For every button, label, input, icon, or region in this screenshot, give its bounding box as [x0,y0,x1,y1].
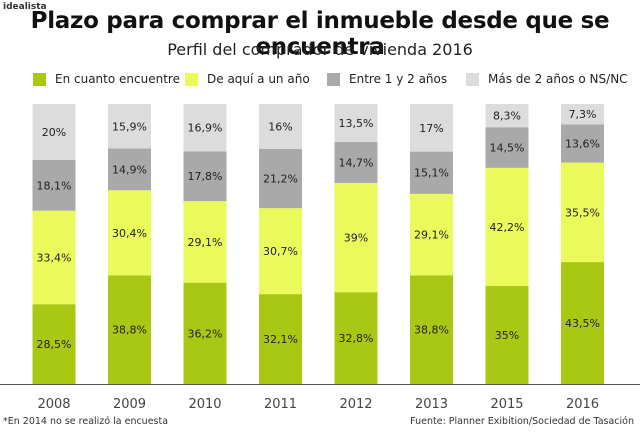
data-label: 15,1% [414,167,449,180]
bar-segment [485,104,529,128]
legend-item-mas-de-2-anos: Más de 2 años o NS/NC [466,70,628,88]
bar-segment [334,141,378,183]
bar-segment [259,294,302,384]
data-label: 30,7% [263,245,298,258]
x-tick-label: 2013 [415,397,448,412]
legend-label: Entre 1 y 2 años [349,72,448,86]
bar-segment [108,275,151,384]
data-label: 17,8% [188,170,223,183]
legend-label: En cuanto encuentre [55,72,180,86]
bar-segment [410,275,453,384]
bar-segment [183,151,227,202]
data-label: 7,3% [569,108,597,121]
data-label: 32,8% [339,332,374,345]
source-note: Fuente: Planner Exibition/Sociedad de Ta… [410,416,634,427]
chart-title: Plazo para comprar el inmueble desde que… [30,8,610,60]
data-label: 14,9% [112,163,147,176]
bar-segment [183,282,227,384]
data-label: 20% [42,126,66,139]
data-label: 32,1% [263,333,298,346]
legend-item-entre-1-y-2-anos: Entre 1 y 2 años [327,70,447,88]
bar-segment [561,104,604,125]
legend-item-en-cuanto-encuentre: En cuanto encuentre [33,70,180,88]
bar-segment [183,201,227,283]
x-tick-label: 2015 [490,397,523,412]
legend-item-de-aqui-a-un-ano: De aquí a un año [185,70,310,88]
legend-label: Más de 2 años o NS/NC [488,72,628,86]
bar-segment [32,104,76,160]
bar-segment [485,167,529,286]
data-label: 16% [268,120,292,133]
x-tick-label: 2012 [339,397,372,412]
bar-segment [259,208,302,295]
data-label: 38,8% [414,324,449,337]
data-label: 14,7% [339,156,374,169]
footnote: *En 2014 no se realizó la encuesta [3,416,169,427]
data-label: 35% [495,329,519,342]
data-label: 13,5% [339,117,374,130]
legend-swatch [33,72,46,86]
bar-segment [561,262,604,384]
chart-legend: En cuanto encuentre De aquí a un año Ent… [0,70,640,88]
bar-segment [561,162,604,263]
data-label: 8,3% [493,110,521,123]
legend-swatch [185,72,198,86]
bar-segment [561,124,604,163]
data-label: 39% [344,232,368,245]
data-label: 14,5% [490,142,525,155]
bar-segment [32,304,76,384]
bar-segment [334,292,378,384]
data-label: 36,2% [188,327,223,340]
data-label: 35,5% [565,206,600,219]
bar-segment [334,182,378,293]
data-label: 15,9% [112,120,147,133]
data-label: 29,1% [414,229,449,242]
legend-swatch [466,72,479,86]
bar-segment [485,286,529,384]
legend-swatch [327,72,340,86]
data-label: 30,4% [112,227,147,240]
bar-segment [183,104,227,152]
bar-segment [410,151,453,194]
data-label: 42,2% [490,221,525,234]
bar-segment [334,104,378,142]
brand-logo: idealista [3,2,47,12]
bar-segment [108,190,151,276]
bar-segment [485,127,529,168]
bar-segment [108,104,151,149]
data-label: 33,4% [37,251,72,264]
bar-segment [410,193,453,276]
data-label: 38,8% [112,324,147,337]
x-tick-label: 2009 [113,397,146,412]
data-label: 18,1% [37,179,72,192]
data-label: 13,6% [565,138,600,151]
bar-segment [108,148,151,191]
data-label: 21,2% [263,172,298,185]
bar-segment [32,210,76,305]
x-tick-label: 2010 [188,397,221,412]
chart-subtitle: Perfil del comprador de vivienda 2016 [167,40,473,59]
data-label: 29,1% [188,236,223,249]
legend-label: De aquí a un año [207,72,310,86]
data-label: 28,5% [37,338,72,351]
bar-segment [410,104,453,152]
x-tick-label: 2008 [37,397,70,412]
bar-segment [32,160,76,211]
x-tick-label: 2011 [264,397,297,412]
data-label: 17% [419,122,443,135]
x-tick-label: 2016 [566,397,599,412]
bar-segment [259,104,302,149]
data-label: 16,9% [188,122,223,135]
bar-segment [259,148,302,209]
data-label: 43,5% [565,317,600,330]
